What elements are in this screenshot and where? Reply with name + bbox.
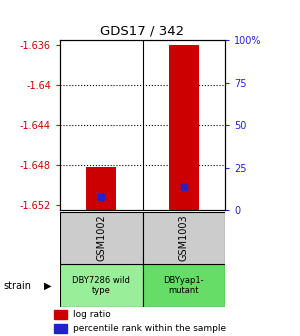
Text: DBY7286 wild
type: DBY7286 wild type <box>72 276 130 295</box>
Text: GSM1002: GSM1002 <box>96 214 106 261</box>
Title: GDS17 / 342: GDS17 / 342 <box>100 25 184 38</box>
Bar <box>86 167 116 210</box>
FancyBboxPatch shape <box>60 264 142 307</box>
Text: DBYyap1-
mutant: DBYyap1- mutant <box>164 276 204 295</box>
Text: GSM1003: GSM1003 <box>179 214 189 261</box>
FancyBboxPatch shape <box>142 212 225 264</box>
FancyBboxPatch shape <box>60 212 142 264</box>
Text: log ratio: log ratio <box>73 310 111 319</box>
Bar <box>54 324 67 333</box>
Bar <box>169 45 199 210</box>
Text: strain: strain <box>3 281 31 291</box>
FancyBboxPatch shape <box>142 264 225 307</box>
Text: percentile rank within the sample: percentile rank within the sample <box>73 324 226 333</box>
Text: ▶: ▶ <box>44 281 51 291</box>
Bar <box>54 310 67 319</box>
